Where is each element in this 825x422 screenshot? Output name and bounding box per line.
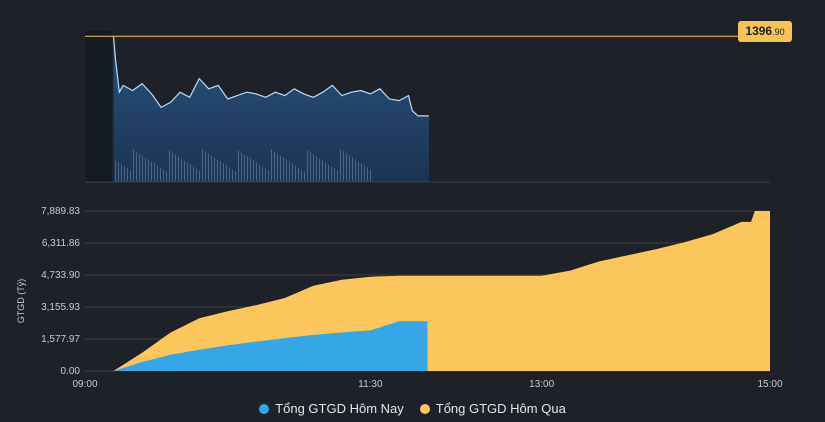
x-tick-label: 09:00 — [72, 379, 97, 390]
pre-open-area — [85, 31, 112, 182]
series-area-today — [113, 321, 428, 371]
legend-item-today[interactable]: Tổng GTGD Hôm Nay — [259, 401, 404, 416]
gtgd-panel: 0.00 1,577.97 3,155.93 4,733.90 6,311.86 7,88… — [16, 206, 783, 390]
reference-price-badge: 1396.90 — [738, 21, 792, 42]
y-axis-label: GTGD (Tỷ) — [16, 279, 26, 324]
y-tick-label: 0.00 — [61, 366, 81, 377]
x-tick-label: 13:00 — [529, 379, 554, 390]
price-badge-decimals: .90 — [772, 27, 785, 37]
y-tick-label: 4,733.90 — [41, 270, 80, 281]
legend-label-today: Tổng GTGD Hôm Nay — [275, 401, 404, 416]
index-panel — [85, 31, 770, 183]
series-area-yesterday — [113, 211, 770, 371]
y-tick-label: 1,577.97 — [41, 334, 80, 345]
legend-dot-yesterday — [419, 403, 430, 414]
legend-label-yesterday: Tổng GTGD Hôm Qua — [435, 401, 566, 416]
x-tick-label: 15:00 — [757, 379, 782, 390]
legend: Tổng GTGD Hôm Nay Tổng GTGD Hôm Qua — [0, 401, 825, 416]
y-tick-label: 6,311.86 — [42, 238, 81, 249]
price-badge-main: 1396 — [745, 24, 773, 38]
index-line — [112, 36, 429, 117]
y-tick-label: 3,155.93 — [41, 302, 80, 313]
index-area-fill — [113, 36, 429, 182]
legend-item-yesterday[interactable]: Tổng GTGD Hôm Qua — [419, 401, 566, 416]
y-tick-label: 7,889.83 — [41, 206, 80, 217]
x-tick-label: 11:30 — [358, 379, 383, 390]
legend-dot-today — [259, 403, 270, 414]
